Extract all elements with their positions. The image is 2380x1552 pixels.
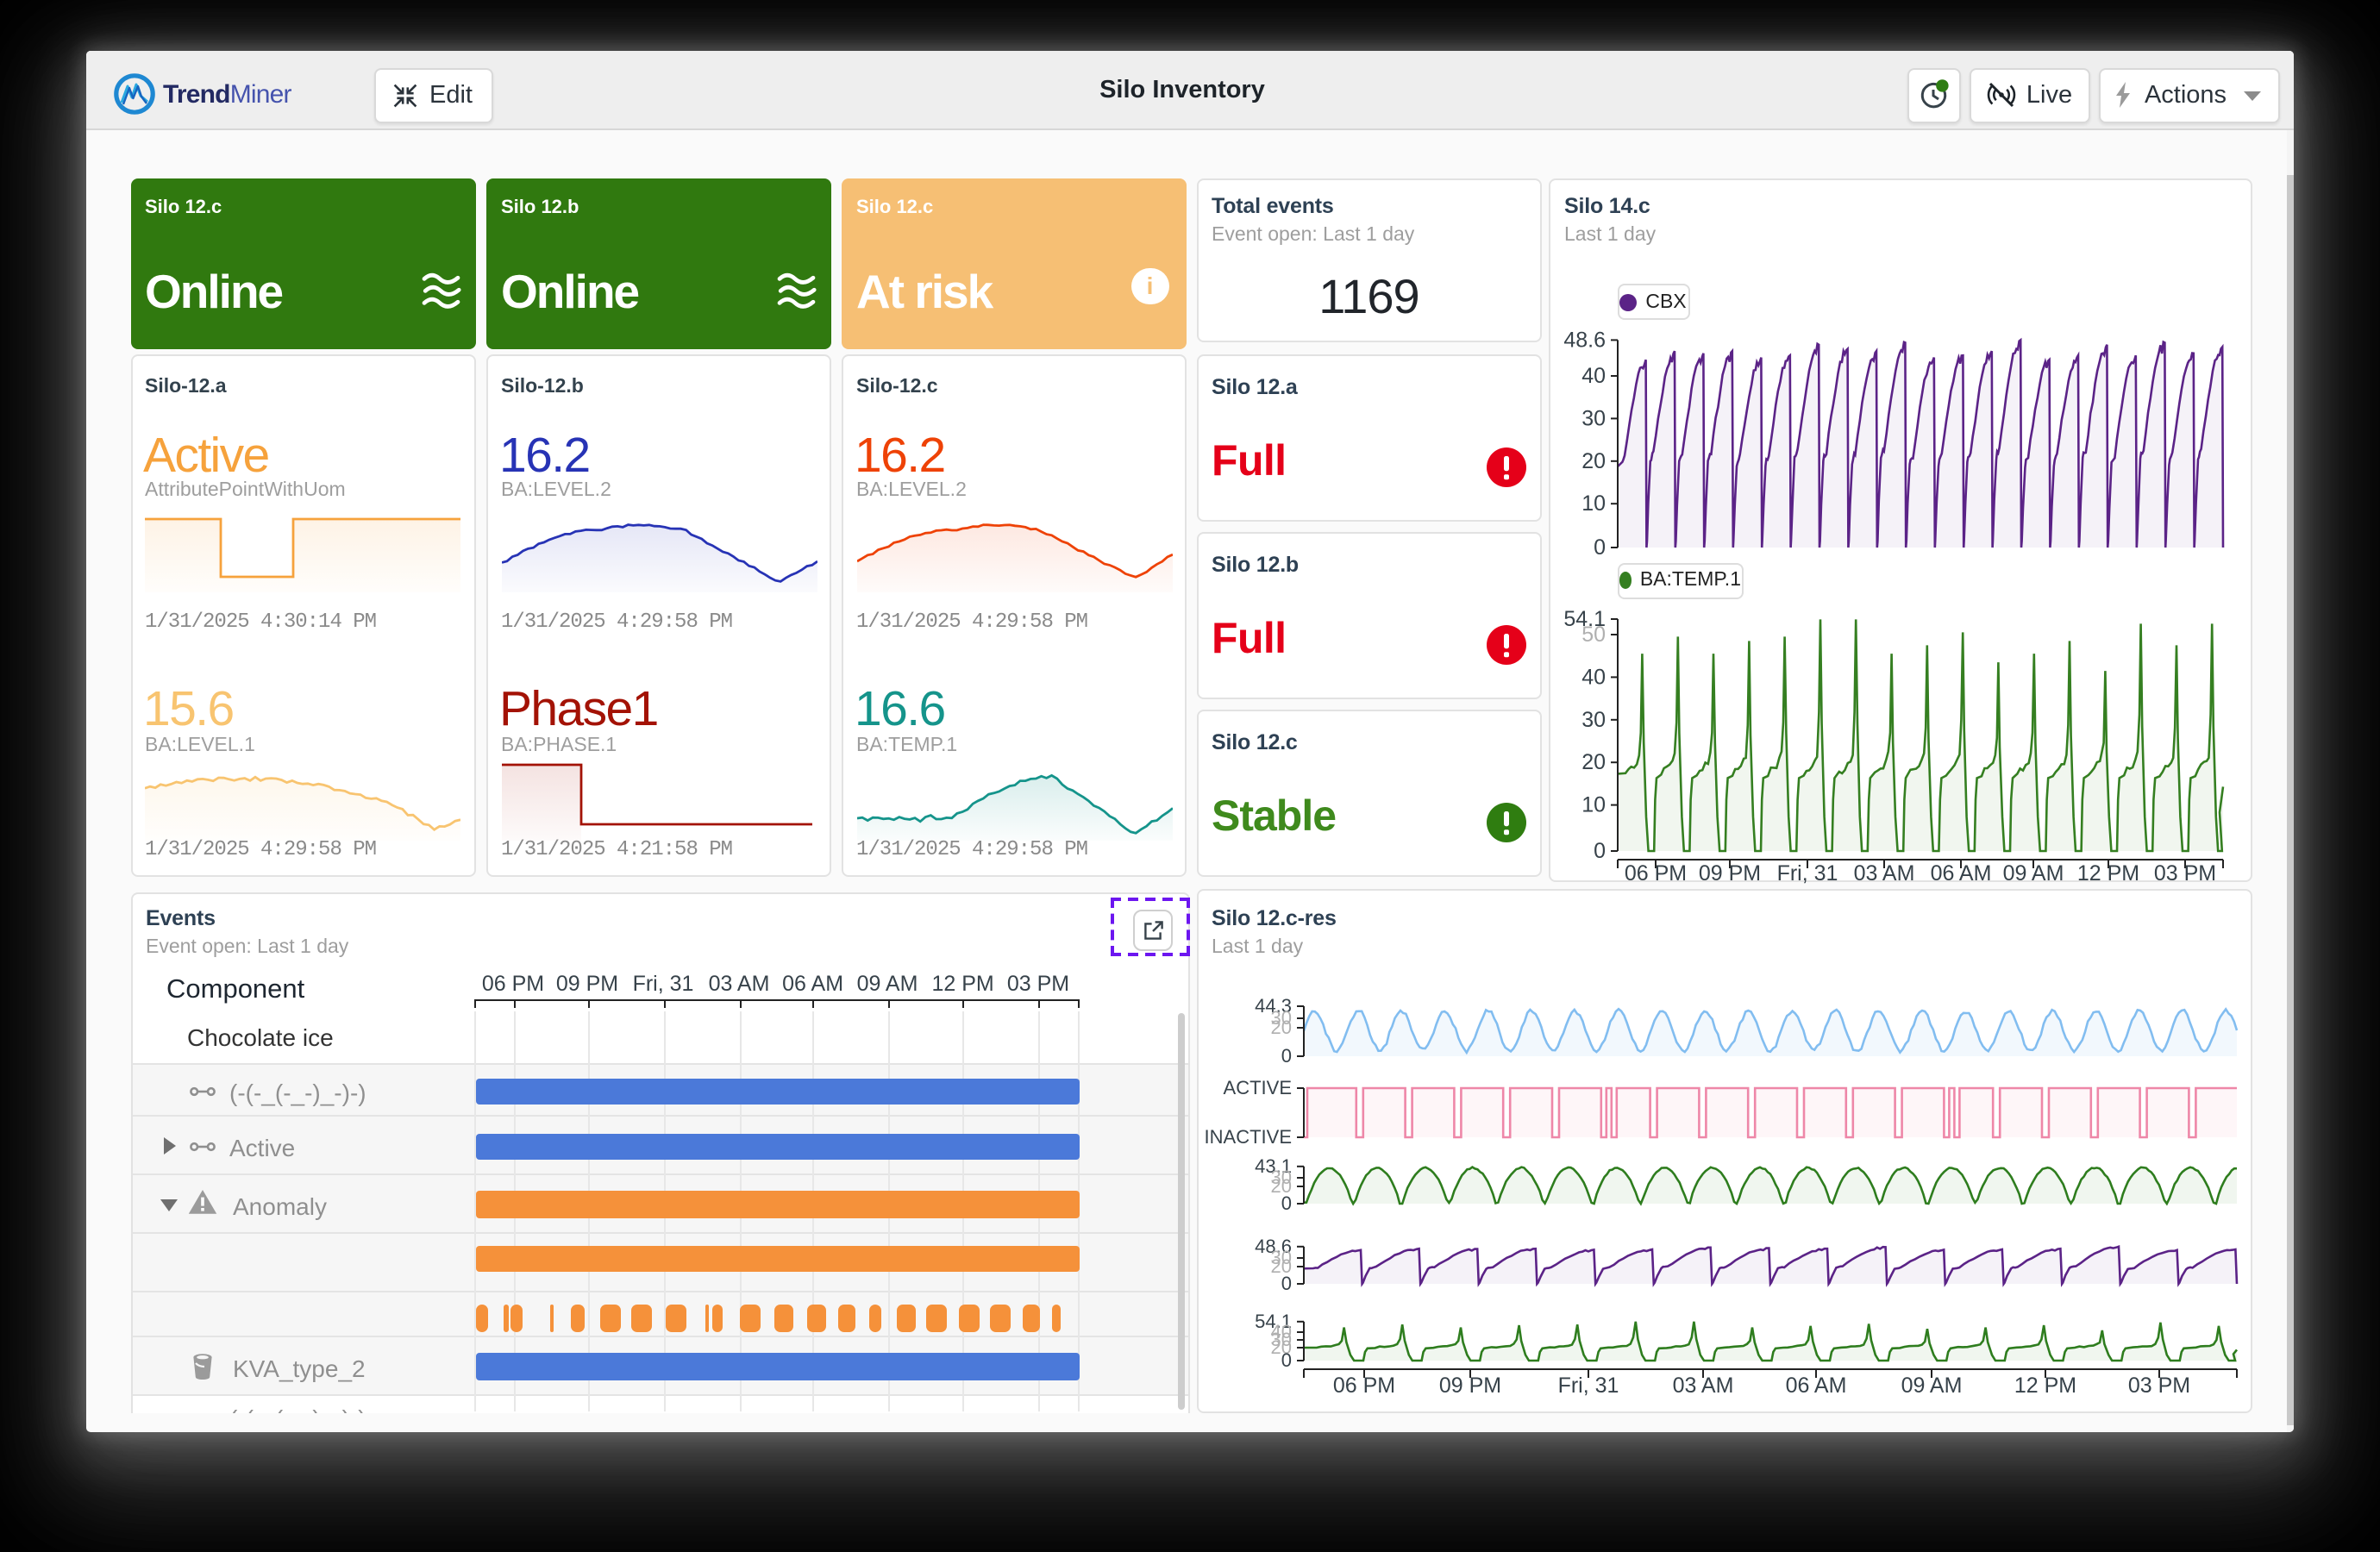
svg-text:12 PM: 12 PM [2077, 861, 2139, 886]
svg-text:06 PM: 06 PM [1333, 1374, 1395, 1398]
svg-text:06 AM: 06 AM [1786, 1374, 1847, 1398]
svg-text:ACTIVE: ACTIVE [1224, 1077, 1292, 1098]
svg-text:09 PM: 09 PM [1439, 1374, 1501, 1398]
svg-text:30: 30 [1581, 708, 1606, 732]
svg-text:54.1: 54.1 [1563, 607, 1606, 631]
svg-text:44.3: 44.3 [1255, 995, 1292, 1017]
svg-text:0: 0 [1281, 1192, 1292, 1214]
svg-text:06 AM: 06 AM [1931, 861, 1992, 886]
svg-text:30: 30 [1581, 406, 1606, 430]
svg-text:40: 40 [1581, 665, 1606, 689]
svg-text:09 PM: 09 PM [1699, 861, 1761, 886]
svg-text:30: 30 [1271, 1167, 1292, 1188]
svg-text:10: 10 [1581, 491, 1606, 516]
svg-text:54.1: 54.1 [1255, 1311, 1292, 1332]
svg-text:40: 40 [1581, 364, 1606, 388]
svg-text:20: 20 [1271, 1175, 1292, 1197]
svg-text:03 AM: 03 AM [1854, 861, 1915, 886]
svg-text:0: 0 [1281, 1349, 1292, 1371]
svg-text:20: 20 [1271, 1336, 1292, 1358]
svg-text:30: 30 [1271, 1007, 1292, 1029]
svg-text:10: 10 [1581, 793, 1606, 817]
svg-text:20: 20 [1581, 449, 1606, 473]
svg-text:03 AM: 03 AM [1673, 1374, 1734, 1398]
svg-text:20: 20 [1271, 1255, 1292, 1277]
svg-text:03 PM: 03 PM [2154, 861, 2216, 886]
svg-text:43.1: 43.1 [1255, 1155, 1292, 1177]
svg-text:48.6: 48.6 [1255, 1236, 1292, 1257]
svg-text:12 PM: 12 PM [2014, 1374, 2076, 1398]
svg-text:Fri, 31: Fri, 31 [1558, 1374, 1619, 1398]
svg-text:30: 30 [1271, 1247, 1292, 1268]
svg-text:48.6: 48.6 [1563, 328, 1606, 352]
svg-text:0: 0 [1281, 1273, 1292, 1294]
svg-text:20: 20 [1271, 1017, 1292, 1038]
svg-text:09 AM: 09 AM [1901, 1374, 1963, 1398]
svg-text:INACTIVE: INACTIVE [1205, 1126, 1292, 1148]
svg-text:Fri, 31: Fri, 31 [1777, 861, 1838, 886]
svg-text:0: 0 [1281, 1045, 1292, 1067]
svg-text:06 PM: 06 PM [1625, 861, 1687, 886]
svg-text:40: 40 [1271, 1321, 1292, 1342]
svg-text:03 PM: 03 PM [2128, 1374, 2190, 1398]
svg-text:0: 0 [1594, 839, 1606, 863]
svg-text:0: 0 [1594, 535, 1606, 560]
svg-text:09 AM: 09 AM [2003, 861, 2064, 886]
svg-text:50: 50 [1581, 623, 1606, 647]
svg-text:20: 20 [1581, 750, 1606, 774]
svg-text:30: 30 [1271, 1329, 1292, 1350]
